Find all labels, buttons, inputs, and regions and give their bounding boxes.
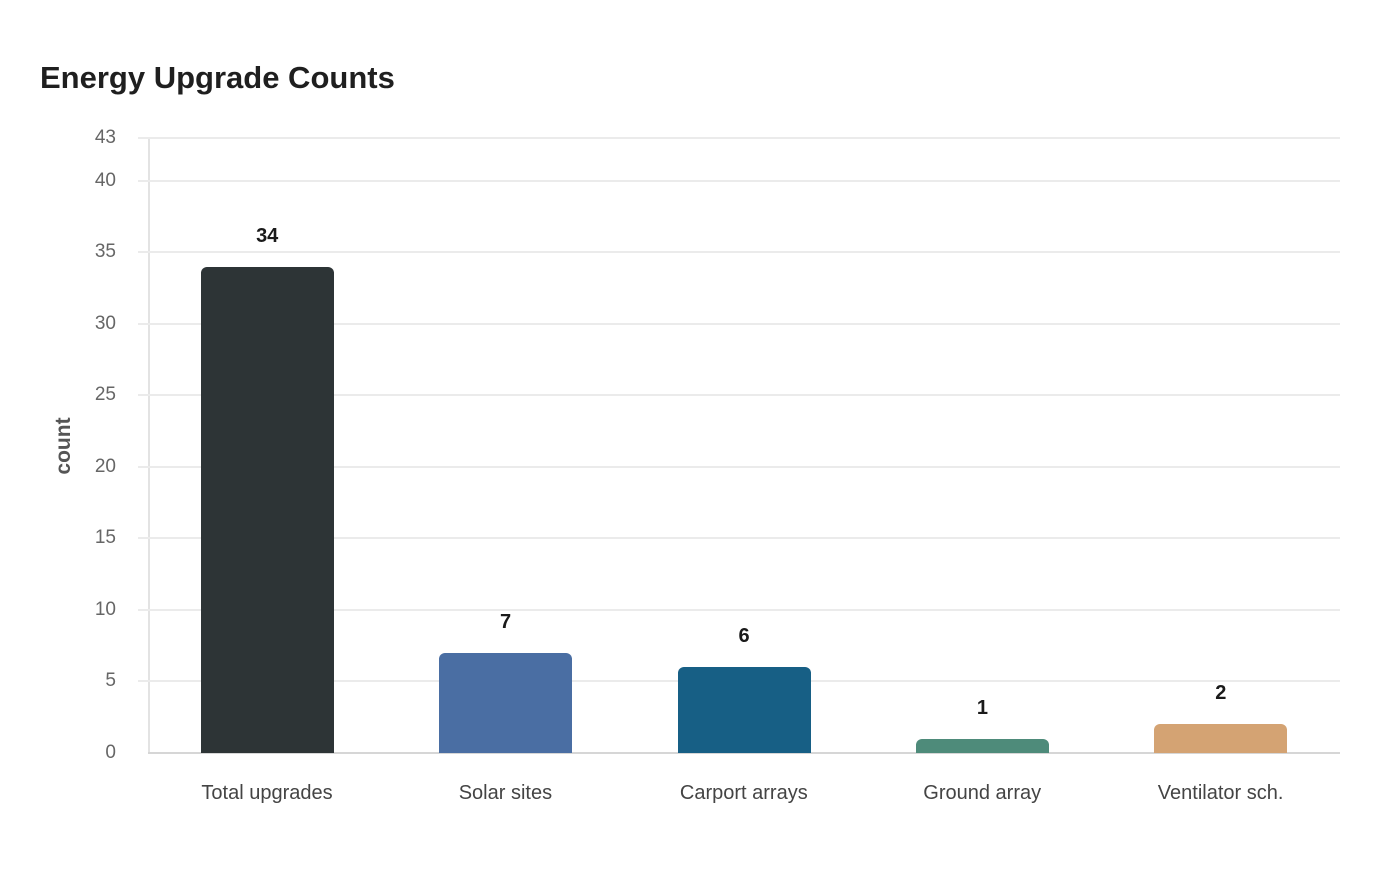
gridline: [138, 608, 1340, 611]
y-axis-line: [148, 138, 150, 753]
bar[interactable]: [677, 667, 811, 753]
gridline: [138, 179, 1340, 182]
x-tick-label: Total upgrades: [201, 782, 333, 804]
y-tick-label: 30: [94, 312, 116, 334]
gridline: [138, 394, 1340, 397]
chart-title: Energy Upgrade Counts: [40, 60, 395, 95]
gridline: [138, 465, 1340, 468]
bar[interactable]: [439, 652, 573, 753]
y-tick-label: 43: [94, 127, 116, 148]
x-tick-label: Ventilator sch.: [1157, 782, 1284, 804]
gridline: [138, 251, 1340, 254]
x-tick-label: Ground array: [923, 782, 1042, 804]
gridline: [138, 137, 1340, 139]
bar[interactable]: [200, 266, 334, 753]
bar-value-label: 2: [1215, 682, 1227, 705]
plot-area: 0 5 10 15 20 25 30 35 40 43 34 Total upgrades 7 Solar…: [95, 127, 1340, 804]
x-axis-line: [148, 752, 1340, 754]
y-tick-label: 10: [94, 598, 116, 620]
bar-value-label: 1: [976, 696, 988, 719]
bar-value-label: 34: [256, 224, 279, 247]
y-axis-label: count: [52, 417, 75, 475]
y-tick-label: 20: [94, 455, 116, 477]
bar-value-label: 6: [738, 625, 750, 648]
x-tick-label: Carport arrays: [679, 782, 808, 804]
y-tick-label: 25: [94, 384, 116, 406]
y-tick-label: 5: [105, 670, 116, 692]
y-tick-label: 0: [105, 742, 116, 763]
bar-value-label: 7: [500, 610, 512, 633]
gridline: [138, 537, 1340, 540]
gridline: [138, 322, 1340, 325]
y-tick-label: 40: [94, 169, 116, 191]
y-tick-label: 35: [94, 241, 116, 263]
bar[interactable]: [915, 738, 1049, 753]
x-tick-label: Solar sites: [458, 782, 553, 804]
y-tick-label: 15: [94, 527, 116, 549]
bar[interactable]: [1154, 724, 1288, 753]
